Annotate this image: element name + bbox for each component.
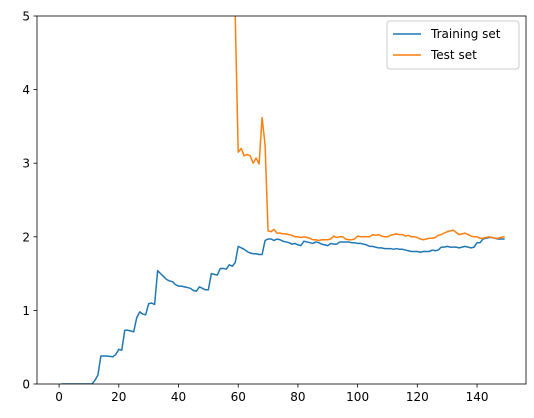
y-tick-label: 0 — [22, 378, 30, 392]
y-tick-label: 3 — [22, 157, 30, 171]
x-axis: 0 20 40 60 80 100 120 140 — [55, 384, 488, 404]
series-layer — [61, 16, 505, 384]
x-tick-label: 60 — [231, 390, 246, 404]
y-tick-label: 5 — [22, 10, 30, 24]
legend-box — [386, 20, 520, 70]
y-tick-label: 1 — [22, 304, 30, 318]
y-tick-label: 4 — [22, 83, 30, 97]
series-line-test-set — [234, 16, 505, 242]
legend-label-test-set: Test set — [430, 48, 477, 62]
x-tick-label: 40 — [171, 390, 186, 404]
series-line-training-set — [61, 236, 505, 384]
legend: Training set Test set — [386, 20, 520, 70]
x-tick-label: 20 — [111, 390, 126, 404]
plot-area — [37, 16, 526, 384]
x-tick-label: 140 — [466, 390, 489, 404]
legend-label-training-set: Training set — [430, 27, 501, 41]
y-axis: 0 1 2 3 4 5 — [22, 10, 37, 392]
x-tick-label: 120 — [406, 390, 429, 404]
x-tick-label: 0 — [55, 390, 63, 404]
x-tick-label: 100 — [346, 390, 369, 404]
y-tick-label: 2 — [22, 230, 30, 244]
x-tick-label: 80 — [290, 390, 305, 404]
axes-frame — [36, 15, 527, 385]
